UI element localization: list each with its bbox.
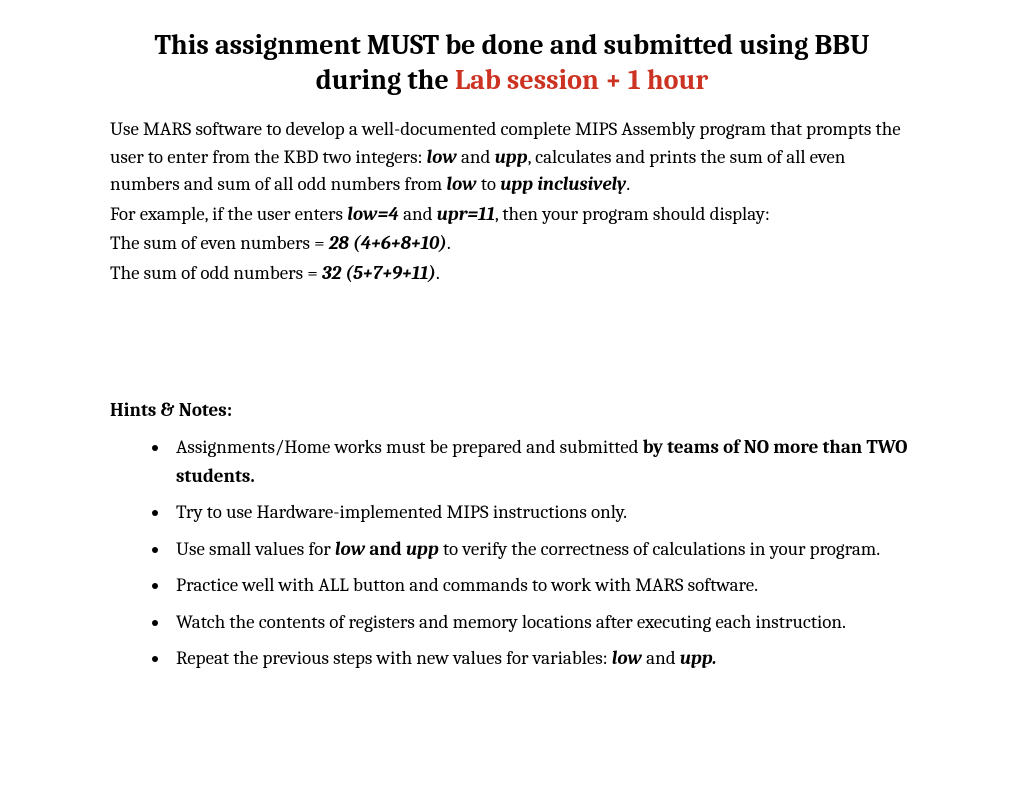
even-val: 28 (4+6+8+10) [329,232,447,254]
intro-p1d: to [477,173,500,195]
hint4: Practice well with ALL button and comman… [176,574,758,596]
intro-p2a: For example, if the user enters [110,203,347,225]
upr11: upr=11 [437,203,495,225]
list-item: Watch the contents of registers and memo… [170,608,914,637]
hint3a: Use small values for [176,538,335,560]
page-title: This assignment MUST be done and submitt… [110,28,914,98]
intro-p2: For example, if the user enters low=4 an… [110,201,914,229]
low4: low=4 [347,203,399,225]
intro-and1: and [399,203,437,225]
inclusively: inclusively [537,173,626,195]
hint3b: to verify the correctness of calculation… [439,538,880,560]
hint3-upp: upp [406,538,439,560]
title-text-red: Lab session + 1 hour [455,64,708,96]
even-dot: . [447,232,451,254]
intro-dot1: . [626,173,630,195]
odd-val: 32 (5+7+9+11) [322,262,436,284]
hint3-mid: and [365,538,406,560]
odd-dot: . [436,262,440,284]
low-var-2: low [446,173,476,195]
odd-line: The sum of odd numbers = 32 (5+7+9+11). [110,260,914,288]
hint5: Watch the contents of registers and memo… [176,611,846,633]
hints-list: Assignments/Home works must be prepared … [110,433,914,673]
intro-p1b: and [457,146,495,168]
list-item: Repeat the previous steps with new value… [170,644,914,673]
upp-var-2: upp [500,173,533,195]
hints-heading: Hints & Notes: [110,399,914,421]
document-page: This assignment MUST be done and submitt… [0,0,1024,711]
even-line: The sum of even numbers = 28 (4+6+8+10). [110,230,914,258]
hint3-low: low [335,538,365,560]
intro-p1: Use MARS software to develop a well-docu… [110,116,914,199]
hint6a: Repeat the previous steps with new value… [176,647,612,669]
hint6-upp: upp. [680,647,717,669]
list-item: Try to use Hardware-implemented MIPS ins… [170,498,914,527]
list-item: Practice well with ALL button and comman… [170,571,914,600]
intro-paragraphs: Use MARS software to develop a well-docu… [110,116,914,287]
list-item: Use small values for low and upp to veri… [170,535,914,564]
even-a: The sum of even numbers = [110,232,329,254]
intro-p2b: , then your program should display: [495,203,770,225]
low-var: low [427,146,457,168]
upp-var: upp [495,146,528,168]
hint6-low: low [612,647,642,669]
hint2: Try to use Hardware-implemented MIPS ins… [176,501,627,523]
hint1a: Assignments/Home works must be prepared … [176,436,643,458]
hint6-mid: and [642,647,680,669]
vertical-spacer [110,289,914,399]
odd-a: The sum of odd numbers = [110,262,322,284]
list-item: Assignments/Home works must be prepared … [170,433,914,490]
